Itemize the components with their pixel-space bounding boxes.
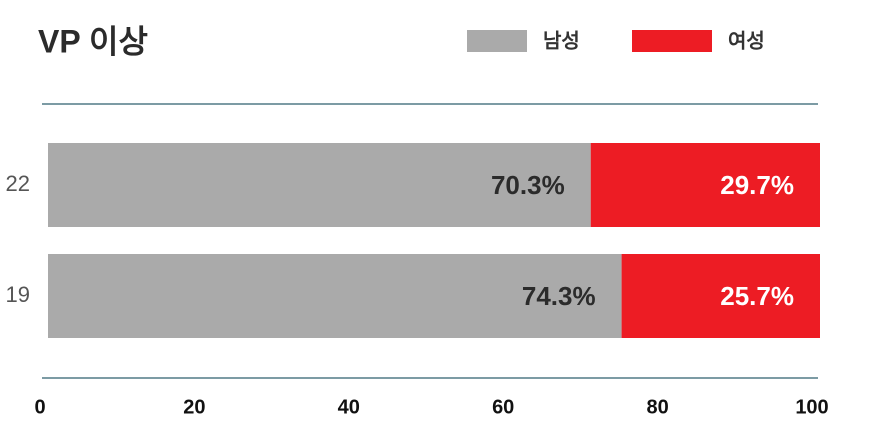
- value-label: 29.7%: [720, 170, 794, 200]
- bar: [48, 254, 622, 338]
- bar: [48, 143, 591, 227]
- x-tick-label: 60: [492, 396, 514, 418]
- x-tick-label: 40: [338, 396, 360, 418]
- x-tick-label: 100: [795, 396, 828, 418]
- legend-swatch: [632, 30, 712, 52]
- value-label: 74.3%: [522, 281, 596, 311]
- value-label: 25.7%: [720, 281, 794, 311]
- chart-title: VP 이상: [38, 23, 148, 59]
- value-label: 70.3%: [491, 170, 565, 200]
- bar: [590, 143, 820, 227]
- x-tick-label: 80: [646, 396, 668, 418]
- legend-label: 여성: [728, 29, 765, 52]
- y-tick-label: 22: [6, 171, 30, 196]
- legend-label: 남성: [543, 29, 580, 52]
- bar: [621, 254, 820, 338]
- y-tick-label: 19: [6, 282, 30, 307]
- x-tick-label: 0: [34, 396, 45, 418]
- x-tick-label: 20: [183, 396, 205, 418]
- legend-swatch: [467, 30, 527, 52]
